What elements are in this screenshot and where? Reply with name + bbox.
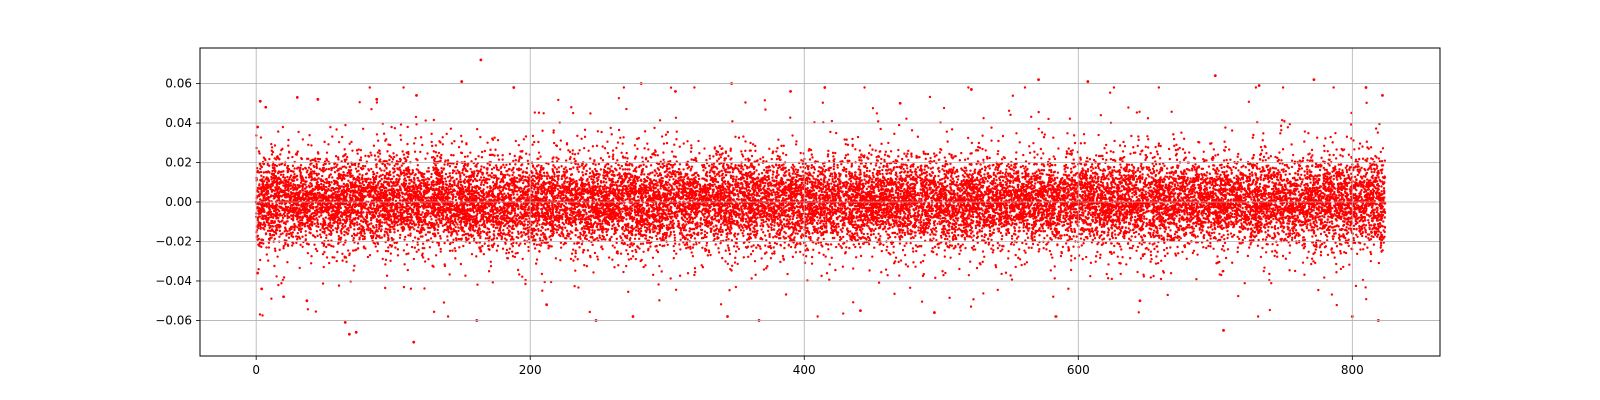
y-tick-label: −0.02 [155, 234, 192, 248]
scatter-point [415, 93, 418, 97]
scatter-point [305, 299, 309, 303]
scatter-point [1257, 84, 1261, 87]
scatter-point [1086, 80, 1090, 83]
scatter-point [898, 101, 902, 105]
y-tick-label: −0.04 [155, 274, 192, 288]
scatter-point [1222, 328, 1225, 332]
scatter-point [1312, 78, 1316, 81]
scatter-point [1381, 93, 1384, 97]
x-tick-label: 400 [793, 363, 816, 377]
scatter-point [859, 309, 862, 312]
y-tick-label: 0.06 [165, 77, 192, 91]
scatter-point [1037, 78, 1040, 81]
scatter-point [823, 86, 827, 89]
scatter-point [347, 332, 351, 336]
scatter-point [1213, 74, 1217, 78]
y-tick-label: −0.06 [155, 313, 192, 327]
y-tick-label: 0.00 [165, 195, 192, 209]
scatter-point [256, 125, 259, 129]
scatter-point [295, 95, 299, 99]
tick-layer: 0 200 400 600 800 −0.06 −0.04 −0.02 0.00 0.02 0.04… [155, 77, 1364, 377]
scatter-point [264, 105, 268, 109]
scatter-point [460, 80, 464, 83]
y-tick-label: 0.04 [165, 116, 192, 130]
scatter-point [412, 340, 416, 344]
scatter-point [674, 90, 677, 93]
scatter-point [260, 287, 264, 291]
scatter-point [1364, 86, 1368, 89]
scatter-point [282, 295, 285, 299]
scatter-point [512, 86, 516, 89]
x-tick-label: 200 [519, 363, 542, 377]
scatter-point [545, 303, 549, 307]
scatter-point [933, 311, 936, 314]
x-tick-label: 0 [252, 363, 260, 377]
scatter-point [316, 97, 320, 101]
scatter-point [1138, 299, 1142, 303]
points-layer [254, 58, 1387, 344]
y-tick-label: 0.02 [165, 156, 192, 170]
scatter-point [256, 271, 259, 275]
scatter-point [726, 315, 729, 318]
scatter-point [258, 99, 262, 103]
scatter-point [970, 88, 973, 91]
x-tick-label: 600 [1067, 363, 1090, 377]
grid-layer [200, 48, 1440, 356]
scatter-point [354, 330, 358, 334]
scatter-point [479, 58, 483, 62]
scatter-point [631, 315, 635, 318]
x-tick-label: 800 [1341, 363, 1364, 377]
scatter-point [789, 90, 792, 93]
scatter-point [375, 97, 379, 101]
scatter-point [343, 321, 347, 324]
scatter-point-cloud [255, 86, 1387, 318]
